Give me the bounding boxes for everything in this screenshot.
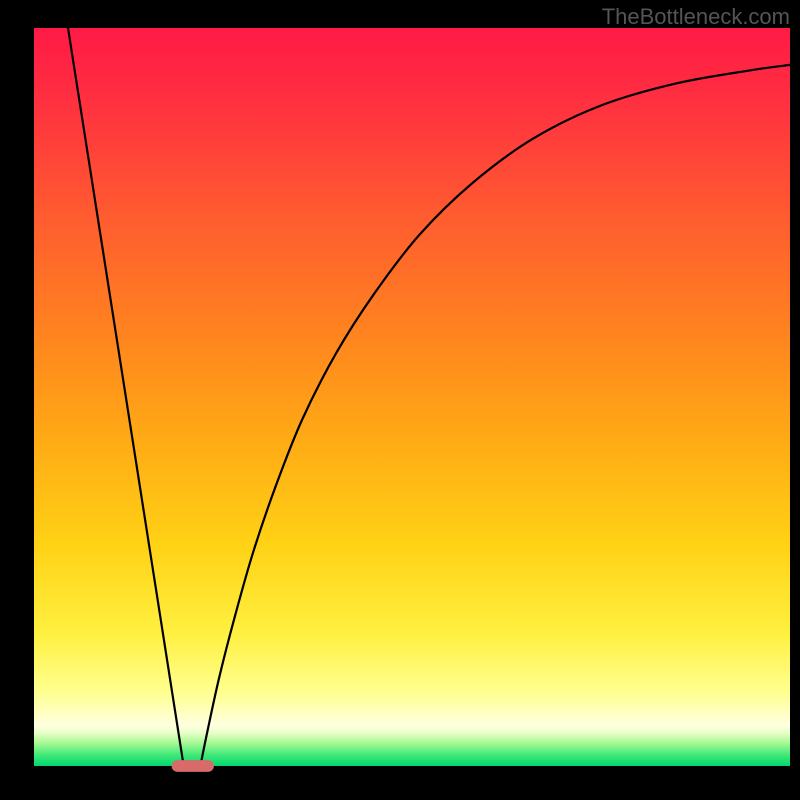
bottleneck-chart bbox=[0, 0, 800, 800]
watermark-text: TheBottleneck.com bbox=[602, 4, 790, 30]
chart-container: TheBottleneck.com bbox=[0, 0, 800, 800]
